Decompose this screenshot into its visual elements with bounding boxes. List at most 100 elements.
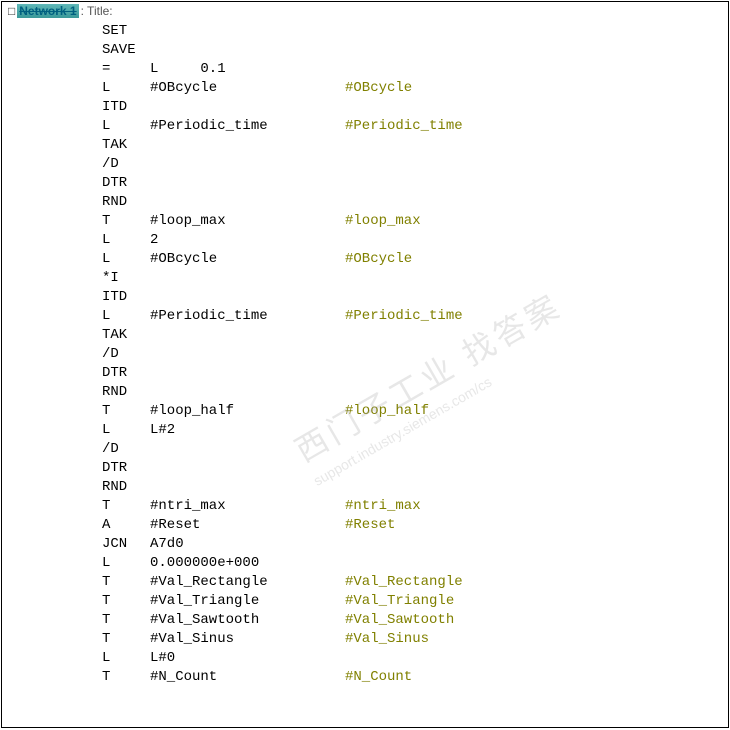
code-line: /D [102, 440, 728, 459]
comment: #ntri_max [345, 497, 421, 516]
code-line: T#Val_Triangle#Val_Triangle [102, 592, 728, 611]
opcode: T [102, 668, 150, 687]
opcode: L [102, 649, 150, 668]
code-line: RND [102, 383, 728, 402]
opcode: RND [102, 478, 150, 497]
network-title: Network 1 [19, 4, 76, 18]
code-line: TAK [102, 326, 728, 345]
operand: A7d0 [150, 535, 345, 554]
operand: #OBcycle [150, 79, 345, 98]
operand: #Val_Sinus [150, 630, 345, 649]
code-line: LL#2 [102, 421, 728, 440]
opcode: DTR [102, 459, 150, 478]
code-line: ITD [102, 98, 728, 117]
comment: #Periodic_time [345, 117, 463, 136]
opcode: TAK [102, 136, 150, 155]
code-line: ITD [102, 288, 728, 307]
opcode: DTR [102, 174, 150, 193]
opcode: = [102, 60, 150, 79]
operand: #N_Count [150, 668, 345, 687]
opcode: SET [102, 22, 150, 41]
code-line: RND [102, 193, 728, 212]
code-line: DTR [102, 174, 728, 193]
code-line: SET [102, 22, 728, 41]
operand: #ntri_max [150, 497, 345, 516]
code-line: LL#0 [102, 649, 728, 668]
operand: #Val_Triangle [150, 592, 345, 611]
operand: L 0.1 [150, 60, 345, 79]
operand: #loop_max [150, 212, 345, 231]
comment: #Val_Rectangle [345, 573, 463, 592]
code-line: L0.000000e+000 [102, 554, 728, 573]
code-line: JCNA7d0 [102, 535, 728, 554]
code-line: T#ntri_max#ntri_max [102, 497, 728, 516]
code-line: *I [102, 269, 728, 288]
opcode: T [102, 497, 150, 516]
code-line: T#N_Count#N_Count [102, 668, 728, 687]
editor-container: □Network 1: Title: SETSAVE=L 0.1L#OBcycl… [1, 1, 729, 728]
opcode: ITD [102, 98, 150, 117]
opcode: /D [102, 440, 150, 459]
operand: #Periodic_time [150, 307, 345, 326]
opcode: A [102, 516, 150, 535]
collapse-icon[interactable]: □ [8, 4, 15, 18]
operand: #Periodic_time [150, 117, 345, 136]
operand: L#0 [150, 649, 345, 668]
code-line: L#Periodic_time#Periodic_time [102, 117, 728, 136]
code-line: T#Val_Rectangle#Val_Rectangle [102, 573, 728, 592]
comment: #Val_Triangle [345, 592, 454, 611]
code-line: DTR [102, 364, 728, 383]
code-line: /D [102, 345, 728, 364]
opcode: L [102, 307, 150, 326]
code-line: T#Val_Sinus#Val_Sinus [102, 630, 728, 649]
opcode: L [102, 117, 150, 136]
comment: #OBcycle [345, 250, 412, 269]
comment: #OBcycle [345, 79, 412, 98]
code-line: L2 [102, 231, 728, 250]
code-line: T#loop_half#loop_half [102, 402, 728, 421]
code-line: TAK [102, 136, 728, 155]
opcode: T [102, 630, 150, 649]
operand: #OBcycle [150, 250, 345, 269]
code-line: RND [102, 478, 728, 497]
operand: 2 [150, 231, 345, 250]
opcode: RND [102, 193, 150, 212]
operand: #Reset [150, 516, 345, 535]
opcode: SAVE [102, 41, 150, 60]
operand: L#2 [150, 421, 345, 440]
comment: #Val_Sinus [345, 630, 429, 649]
opcode: L [102, 79, 150, 98]
opcode: L [102, 231, 150, 250]
code-listing: SETSAVE=L 0.1L#OBcycle#OBcycleITDL#Perio… [2, 20, 728, 687]
comment: #loop_max [345, 212, 421, 231]
code-line: =L 0.1 [102, 60, 728, 79]
code-line: /D [102, 155, 728, 174]
code-line: T#loop_max#loop_max [102, 212, 728, 231]
opcode: /D [102, 345, 150, 364]
operand: #loop_half [150, 402, 345, 421]
opcode: *I [102, 269, 150, 288]
operand: #Val_Rectangle [150, 573, 345, 592]
opcode: L [102, 250, 150, 269]
code-line: L#Periodic_time#Periodic_time [102, 307, 728, 326]
comment: #loop_half [345, 402, 429, 421]
opcode: T [102, 212, 150, 231]
comment: #N_Count [345, 668, 412, 687]
comment: #Periodic_time [345, 307, 463, 326]
operand: #Val_Sawtooth [150, 611, 345, 630]
network-header[interactable]: □ Network 1 : Title: [2, 2, 728, 20]
network-title-suffix: : Title: [81, 4, 113, 18]
opcode: L [102, 554, 150, 573]
operand: 0.000000e+000 [150, 554, 345, 573]
opcode: RND [102, 383, 150, 402]
comment: #Reset [345, 516, 395, 535]
opcode: L [102, 421, 150, 440]
opcode: TAK [102, 326, 150, 345]
opcode: DTR [102, 364, 150, 383]
opcode: T [102, 402, 150, 421]
opcode: /D [102, 155, 150, 174]
opcode: ITD [102, 288, 150, 307]
code-line: T#Val_Sawtooth#Val_Sawtooth [102, 611, 728, 630]
code-line: L#OBcycle#OBcycle [102, 79, 728, 98]
opcode: T [102, 573, 150, 592]
